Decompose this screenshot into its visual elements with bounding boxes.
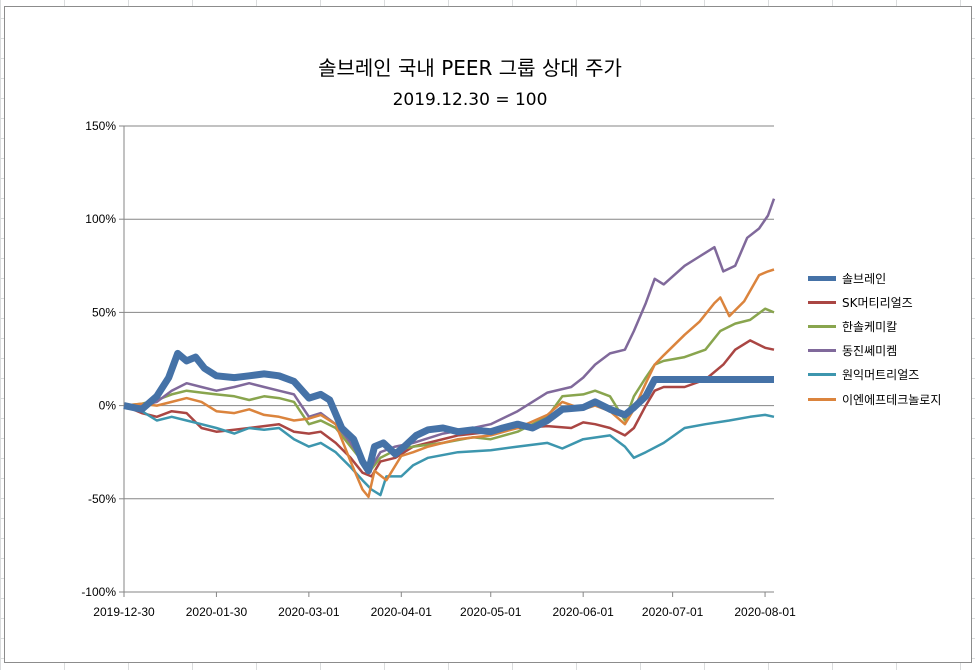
legend-label: 이엔에프테크놀로지 bbox=[842, 392, 942, 407]
legend-label: 솔브레인 bbox=[842, 271, 887, 286]
series-line-4[interactable] bbox=[123, 404, 775, 497]
series-line-0[interactable] bbox=[123, 349, 774, 475]
y-tick-label: -50% bbox=[88, 492, 116, 506]
legend-swatch bbox=[808, 324, 836, 328]
series-line-2[interactable] bbox=[123, 307, 775, 471]
legend-swatch bbox=[808, 300, 836, 304]
legend-swatch bbox=[808, 275, 836, 281]
y-tick-label: 0% bbox=[99, 399, 117, 413]
chart-subtitle: 2019.12.30 = 100 bbox=[392, 90, 548, 110]
x-tick-label: 2020-07-01 bbox=[642, 605, 704, 619]
legend-item[interactable]: 원익머트리얼즈 bbox=[808, 363, 968, 387]
x-tick-label: 2020-04-01 bbox=[371, 605, 433, 619]
legend-item[interactable]: 동진쎄미켐 bbox=[808, 339, 968, 363]
legend-swatch bbox=[808, 373, 836, 377]
chart-area[interactable] bbox=[4, 6, 972, 663]
series-line-5[interactable] bbox=[123, 268, 775, 499]
y-tick-label: 100% bbox=[85, 212, 116, 226]
legend-item[interactable]: 솔브레인 bbox=[808, 266, 968, 290]
legend-item[interactable]: 이엔에프테크놀로지 bbox=[808, 387, 968, 411]
legend-label: 원익머트리얼즈 bbox=[842, 368, 920, 383]
legend-swatch bbox=[808, 397, 836, 401]
y-tick-label: 150% bbox=[85, 119, 116, 133]
legend-swatch bbox=[808, 349, 836, 353]
chart-title: 솔브레인 국내 PEER 그룹 상대 주가 bbox=[318, 56, 622, 80]
x-tick-label: 2020-01-30 bbox=[186, 605, 248, 619]
series-line-1[interactable] bbox=[123, 339, 775, 478]
x-tick-label: 2019-12-30 bbox=[93, 605, 155, 619]
x-tick-label: 2020-08-01 bbox=[734, 605, 796, 619]
x-tick-label: 2020-06-01 bbox=[552, 605, 614, 619]
legend-label: 한솔케미칼 bbox=[842, 319, 898, 334]
legend-label: 동진쎄미켐 bbox=[842, 344, 898, 359]
legend-label: SK머티리얼즈 bbox=[842, 295, 913, 310]
x-tick-label: 2020-03-01 bbox=[278, 605, 340, 619]
y-tick-label: 50% bbox=[92, 305, 116, 319]
legend-item[interactable]: 한솔케미칼 bbox=[808, 314, 968, 338]
y-tick-label: -100% bbox=[81, 585, 116, 599]
x-tick-label: 2020-05-01 bbox=[460, 605, 522, 619]
legend-item[interactable]: SK머티리얼즈 bbox=[808, 290, 968, 314]
